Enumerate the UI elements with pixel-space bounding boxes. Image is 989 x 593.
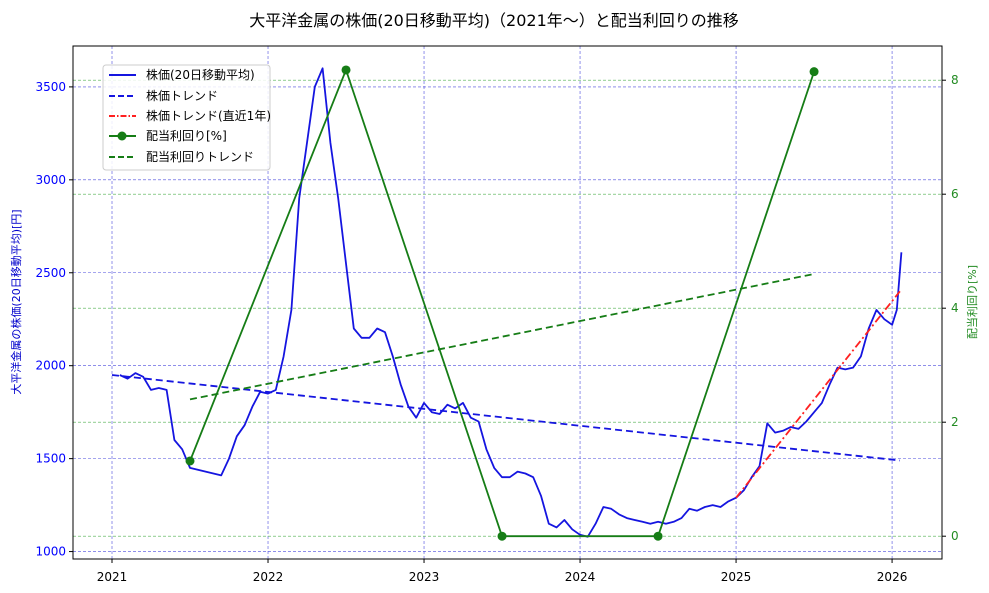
- price-line: [119, 67, 903, 538]
- legend: 株価(20日移動平均) 株価トレンド 株価トレンド(直近1年) 配当利回り[%]…: [102, 64, 271, 171]
- axes: 2021 2022 2023 2024 2025 2026 1000 1500 2000 2500…: [35, 73, 958, 584]
- y-left-tick-label: 2000: [35, 359, 66, 373]
- dividend-marker: [809, 67, 819, 77]
- y-right-tick-label: 4: [951, 301, 959, 315]
- plot-area: [111, 65, 903, 541]
- y-left-tick-label: 1500: [35, 452, 66, 466]
- dividend-marker: [497, 531, 507, 541]
- y-left-tick-label: 3000: [35, 173, 66, 187]
- legend-label: 株価トレンド: [146, 88, 218, 103]
- dividend-marker: [341, 65, 351, 75]
- x-tick-label: 2022: [253, 570, 284, 584]
- x-tick-label: 2026: [877, 570, 908, 584]
- y-right-tick-label: 6: [951, 187, 959, 201]
- legend-label: 配当利回り[%]: [146, 129, 227, 143]
- x-tick-label: 2023: [409, 570, 440, 584]
- x-tick-label: 2024: [565, 570, 596, 584]
- plot-frame: [72, 45, 943, 560]
- dividend-marker: [185, 456, 195, 466]
- y-right-tick-label: 8: [951, 73, 959, 87]
- x-tick-label: 2025: [721, 570, 752, 584]
- legend-label: 配当利回りトレンド: [146, 150, 254, 164]
- legend-label: 株価トレンド(直近1年): [146, 108, 271, 123]
- y-left-tick-label: 1000: [35, 545, 66, 559]
- y-left-tick-label: 2500: [35, 266, 66, 280]
- y-axis-left-label: 大平洋金属の株価(20日移動平均)[円]: [9, 209, 23, 394]
- legend-item-price: 株価(20日移動平均): [109, 67, 255, 82]
- legend-box: [102, 64, 271, 171]
- price-trend-line: [111, 374, 900, 462]
- legend-marker-dot: [117, 131, 127, 141]
- y-left-tick-label: 3500: [35, 80, 66, 94]
- y-right-tick-label: 0: [951, 529, 959, 543]
- legend-item-dividend-trend: 配当利回りトレンド: [109, 150, 254, 164]
- dividend-marker: [653, 531, 663, 541]
- legend-label: 株価(20日移動平均): [146, 67, 255, 82]
- x-tick-label: 2021: [97, 570, 128, 584]
- dividend-yield-line: [189, 69, 815, 538]
- legend-item-price-trend-recent: 株価トレンド(直近1年): [109, 108, 271, 123]
- y-right-tick-label: 2: [951, 415, 959, 429]
- price-trend-recent-line: [735, 290, 901, 499]
- y-axis-right-label: 配当利回り[%]: [965, 265, 979, 339]
- legend-item-dividend: 配当利回り[%]: [109, 129, 227, 143]
- chart-title: 大平洋金属の株価(20日移動平均)（2021年〜）と配当利回りの推移: [249, 11, 739, 30]
- dividend-trend-line: [189, 273, 815, 401]
- legend-item-price-trend: 株価トレンド: [109, 88, 218, 103]
